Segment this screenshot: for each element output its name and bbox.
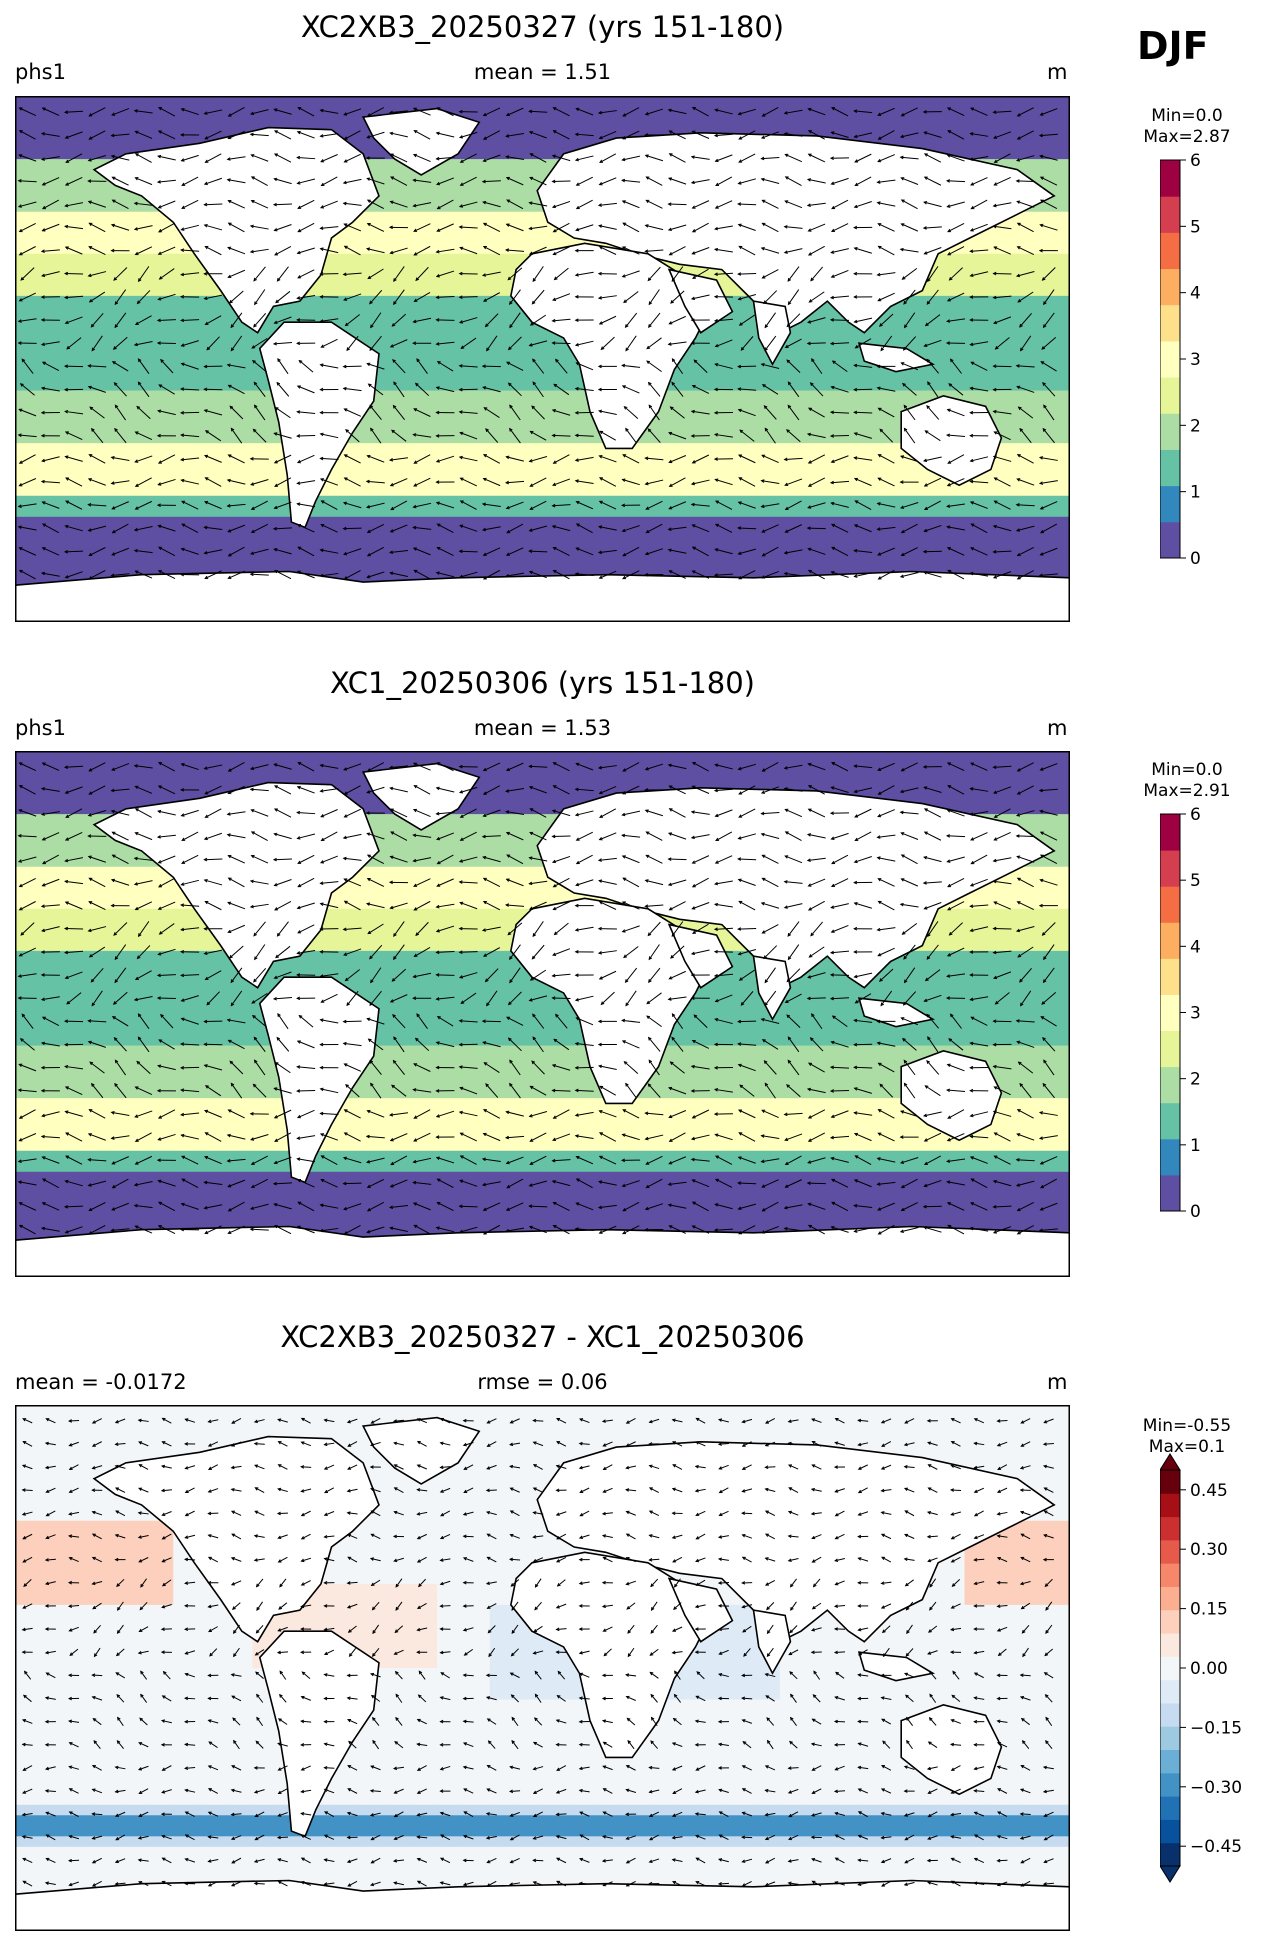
colorbar-swatch: [1160, 268, 1180, 306]
colorbar-tick-label: 1: [1190, 1136, 1201, 1156]
map-panel-2: [15, 751, 1070, 1277]
colorbar-tick-label: 3: [1190, 350, 1201, 370]
mean-label: mean = -0.0172: [15, 1370, 187, 1394]
colorbar-swatch: [1160, 521, 1180, 559]
colorbar-swatch: [1160, 1772, 1180, 1797]
colorbar-tick-label: 0: [1190, 1202, 1201, 1222]
colorbar-swatch: [1160, 196, 1180, 233]
colorbar-swatch: [1160, 1470, 1180, 1494]
colorbar-tick-label: 0: [1190, 549, 1201, 569]
variable-label: phs1: [15, 60, 66, 84]
colorbar-swatch: [1160, 1656, 1180, 1681]
map-panel-3: [15, 1405, 1070, 1931]
colorbar-swatch: [1160, 1493, 1180, 1518]
colorbar-swatch: [1160, 1702, 1180, 1727]
colorbar-tick-label: −0.45: [1190, 1837, 1242, 1857]
colorbar-swatch: [1160, 160, 1180, 197]
colorbar-swatch: [1160, 1586, 1180, 1611]
colorbar-min-label: Min=0.0: [1151, 760, 1223, 780]
colorbar-swatch: [1160, 1819, 1180, 1844]
units-label: m: [1047, 1370, 1068, 1394]
colorbar-swatch: [1160, 1138, 1180, 1176]
colorbar-swatch: [1160, 232, 1180, 270]
colorbar-tick-label: 0.00: [1190, 1659, 1228, 1679]
colorbar-max-label: Max=2.87: [1143, 127, 1231, 147]
colorbar-swatch: [1160, 1842, 1180, 1867]
panel-title: XC2XB3_20250327 - XC1_20250306: [280, 1320, 805, 1354]
colorbar-swatch: [1160, 814, 1180, 851]
mean-label: mean = 1.53: [473, 716, 612, 740]
colorbar-tick-label: 5: [1190, 217, 1201, 237]
colorbar-swatch: [1160, 1102, 1180, 1140]
colorbar-min-label: Min=0.0: [1151, 106, 1223, 126]
colorbar-1: 0 1 2 3 4 5 6: [1160, 151, 1201, 569]
colorbar-tick-label: 0.45: [1190, 1481, 1228, 1501]
colorbar-tick-label: −0.15: [1190, 1718, 1242, 1738]
mean-label: mean = 1.51: [473, 60, 612, 84]
colorbar-tick-label: 2: [1190, 416, 1201, 436]
colorbar-swatch: [1160, 1609, 1180, 1634]
map-panel-1: [15, 96, 1070, 622]
colorbar-swatch: [1160, 449, 1180, 487]
colorbar-swatch: [1160, 1539, 1180, 1564]
colorbar-max-label: Max=2.91: [1143, 781, 1231, 801]
units-label: m: [1047, 716, 1068, 740]
colorbar-swatch: [1160, 413, 1180, 450]
colorbar-swatch: [1160, 1563, 1180, 1587]
colorbar-tick-label: 2: [1190, 1070, 1201, 1090]
colorbar-swatch: [1160, 994, 1180, 1032]
colorbar-swatch: [1160, 304, 1180, 342]
colorbar-swatch: [1160, 1066, 1180, 1104]
colorbar-swatch: [1160, 922, 1180, 959]
colorbar-tick-label: −0.30: [1190, 1778, 1242, 1798]
colorbar-swatch: [1160, 1030, 1180, 1068]
colorbar-tick-label: 1: [1190, 483, 1201, 503]
units-label: m: [1047, 60, 1068, 84]
colorbar-swatch: [1160, 1679, 1180, 1704]
variable-label: phs1: [15, 716, 66, 740]
panel-title: XC1_20250306 (yrs 151-180): [330, 666, 755, 700]
colorbar-tick-label: 0.30: [1190, 1540, 1228, 1560]
colorbar-max-label: Max=0.1: [1148, 1437, 1226, 1457]
colorbar-tick-label: 6: [1190, 805, 1201, 825]
colorbar-swatch: [1160, 1726, 1180, 1751]
colorbar-swatch: [1160, 1516, 1180, 1541]
colorbar-swatch: [1160, 1633, 1180, 1657]
colorbar-tick-label: 3: [1190, 1004, 1201, 1024]
colorbar-swatch: [1160, 340, 1180, 378]
rmse-label: rmse = 0.06: [477, 1370, 608, 1394]
colorbar-swatch: [1160, 485, 1180, 523]
season-label: DJF: [1137, 24, 1209, 68]
colorbar-3: 0.45 0.30 0.15 0.00 −0.15 −0.30 −0.45: [1160, 1453, 1242, 1883]
colorbar-swatch: [1160, 886, 1180, 923]
colorbar-tick-label: 0.15: [1190, 1600, 1228, 1620]
colorbar-tick-label: 4: [1190, 937, 1201, 957]
colorbar-swatch: [1160, 1749, 1180, 1774]
colorbar-swatch: [1160, 377, 1180, 414]
colorbar-swatch: [1160, 958, 1180, 995]
colorbar-min-label: Min=-0.55: [1142, 1416, 1232, 1436]
colorbar-tick-label: 5: [1190, 871, 1201, 891]
colorbar-swatch: [1160, 850, 1180, 887]
colorbar-tick-label: 4: [1190, 284, 1201, 304]
colorbar-tick-label: 6: [1190, 151, 1201, 171]
colorbar-2: 0 1 2 3 4 5 6: [1160, 805, 1201, 1222]
colorbar-swatch: [1160, 1796, 1180, 1820]
panel-title: XC2XB3_20250327 (yrs 151-180): [300, 10, 785, 44]
colorbar-swatch: [1160, 1174, 1180, 1212]
